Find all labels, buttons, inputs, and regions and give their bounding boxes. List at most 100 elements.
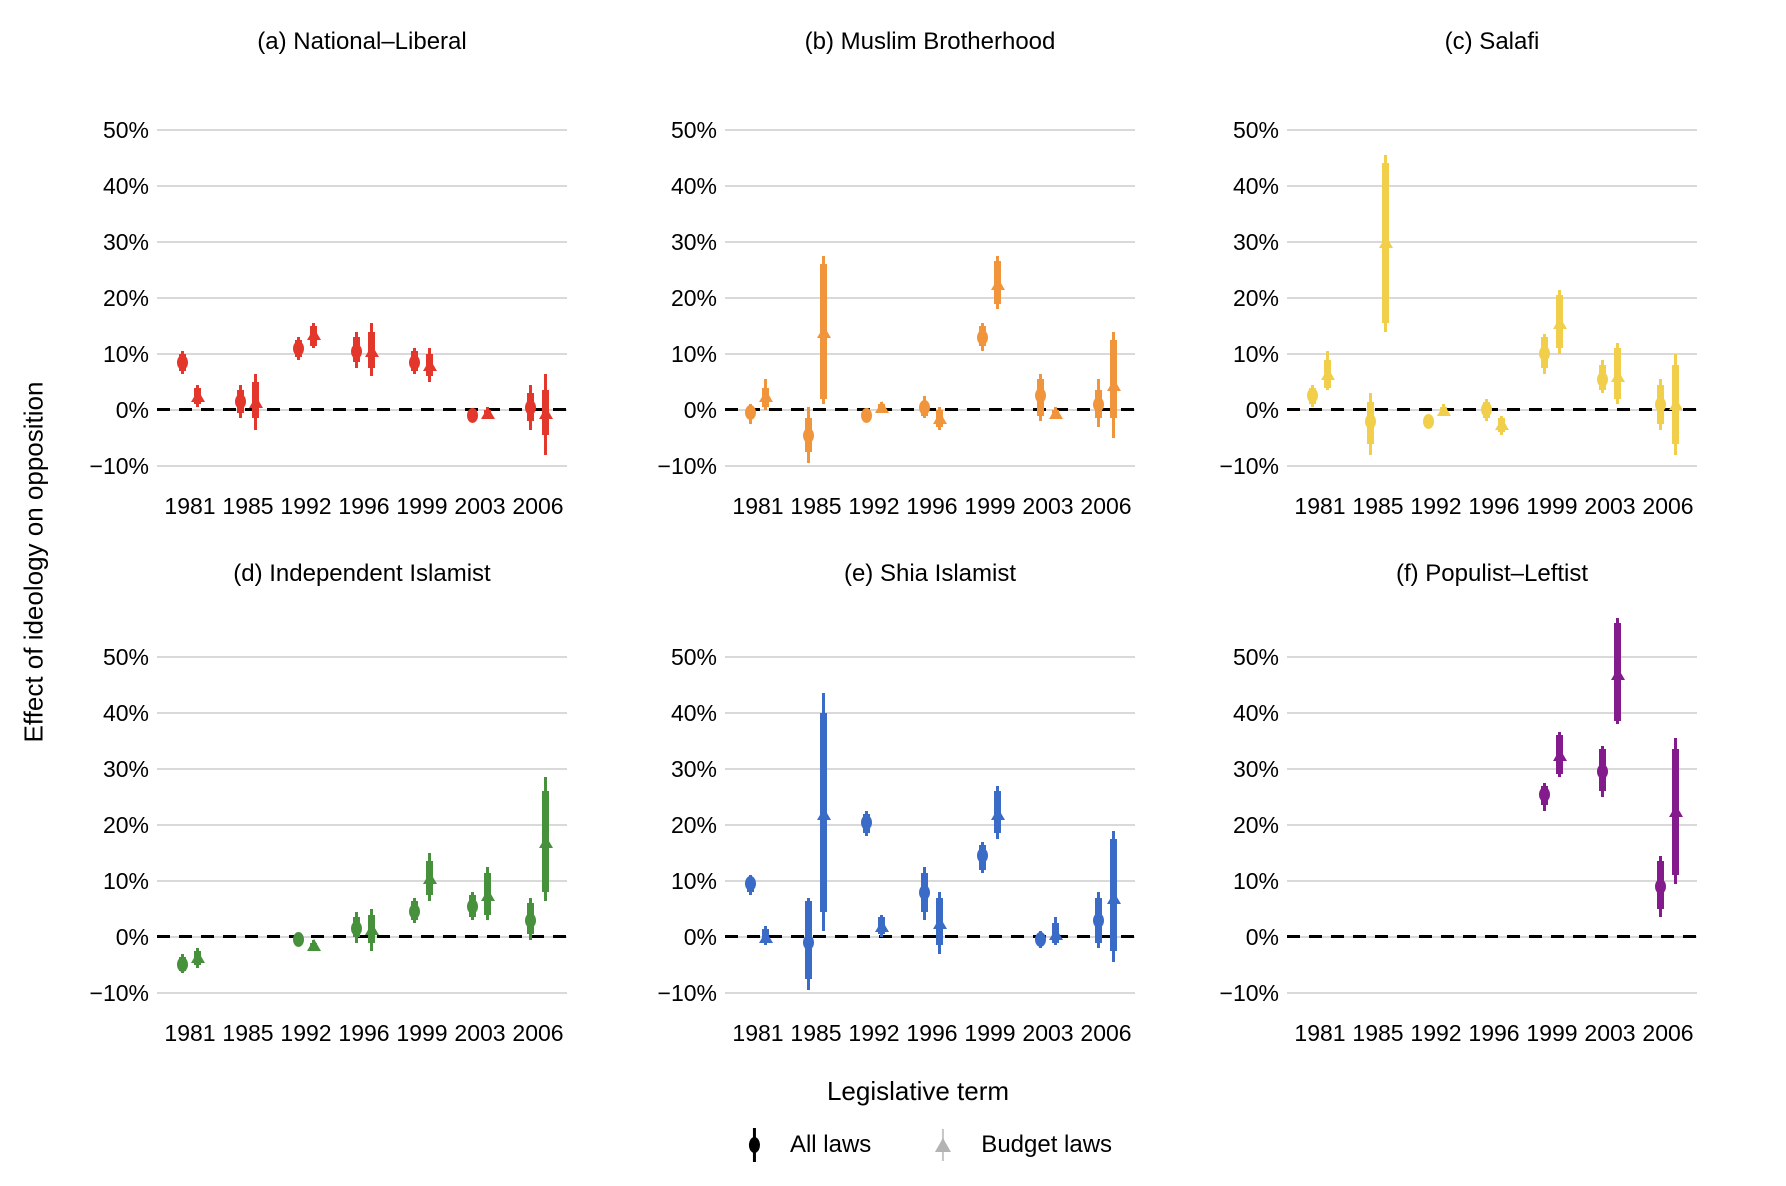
gridline bbox=[1287, 823, 1697, 826]
legend-entry-budget-laws: Budget laws bbox=[935, 1126, 1112, 1164]
triangle-marker bbox=[816, 325, 831, 338]
y-tick-label: 50% bbox=[670, 643, 717, 670]
x-tick-label: 1985 bbox=[1352, 1020, 1404, 1046]
gridline bbox=[1287, 296, 1697, 299]
triangle-marker bbox=[1610, 667, 1625, 680]
x-tick-label: 1999 bbox=[396, 1020, 448, 1046]
x-tick-label: 1985 bbox=[222, 493, 274, 519]
y-tick-label: 40% bbox=[670, 699, 717, 726]
triangle-marker bbox=[990, 277, 1005, 290]
circle-marker bbox=[803, 427, 814, 443]
x-tick-label: 2006 bbox=[1080, 493, 1132, 519]
x-tick-label: 1992 bbox=[848, 493, 900, 519]
gridline bbox=[1287, 879, 1697, 882]
gridline bbox=[1287, 240, 1697, 243]
x-tick-label: 1992 bbox=[280, 1020, 332, 1046]
panel-title: (d) Independent Islamist bbox=[233, 560, 491, 587]
gridline bbox=[725, 879, 1135, 882]
gridline bbox=[157, 184, 567, 187]
x-tick-label: 1981 bbox=[732, 1020, 784, 1046]
y-tick-label: 50% bbox=[102, 116, 149, 143]
y-tick-label: 30% bbox=[1232, 755, 1279, 782]
x-tick-label: 1996 bbox=[1468, 1020, 1520, 1046]
y-tick-label: −10% bbox=[1219, 979, 1279, 1006]
x-tick-label: 1985 bbox=[1352, 493, 1404, 519]
panel-plot-area bbox=[1287, 85, 1697, 480]
panel-plot-area bbox=[157, 85, 567, 480]
gridline bbox=[1287, 655, 1697, 658]
triangle-marker bbox=[480, 888, 495, 901]
gridline bbox=[725, 240, 1135, 243]
triangle-marker bbox=[422, 872, 437, 885]
triangle-marker bbox=[538, 406, 553, 419]
y-tick-label: 10% bbox=[670, 340, 717, 367]
y-tick-label: 0% bbox=[115, 923, 149, 950]
circle-marker bbox=[977, 848, 988, 864]
x-tick-label: 2006 bbox=[512, 493, 564, 519]
panel-title: (b) Muslim Brotherhood bbox=[804, 28, 1056, 55]
x-tick-label: 1999 bbox=[1526, 493, 1578, 519]
triangle-marker bbox=[1552, 317, 1567, 330]
x-tick-label: 1981 bbox=[164, 493, 216, 519]
x-tick-label: 2003 bbox=[454, 493, 506, 519]
y-tick-label: 40% bbox=[102, 172, 149, 199]
triangle-marker bbox=[758, 930, 773, 943]
x-tick-label: 2006 bbox=[1642, 493, 1694, 519]
triangle-marker bbox=[190, 950, 205, 963]
circle-marker bbox=[919, 399, 930, 415]
panel-plot-area bbox=[725, 612, 1135, 1007]
x-tick-label: 2003 bbox=[1584, 1020, 1636, 1046]
triangle-marker bbox=[874, 919, 889, 932]
x-tick-label: 1999 bbox=[964, 493, 1016, 519]
legend-label-budget-laws: Budget laws bbox=[981, 1131, 1113, 1158]
x-axis-title: Legislative term bbox=[826, 1076, 1010, 1106]
x-tick-label: 2003 bbox=[1022, 1020, 1074, 1046]
circle-marker bbox=[1307, 388, 1318, 404]
triangle-marker bbox=[190, 389, 205, 402]
circle-marker bbox=[1423, 413, 1434, 429]
circle-marker bbox=[1093, 396, 1104, 412]
y-tick-label: −10% bbox=[1219, 452, 1279, 479]
panel-title: (f) Populist–Leftist bbox=[1395, 560, 1589, 587]
triangle-marker bbox=[932, 412, 947, 425]
triangle-marker bbox=[1552, 748, 1567, 761]
gridline bbox=[725, 184, 1135, 187]
circle-marker bbox=[293, 932, 304, 948]
gridline bbox=[157, 296, 567, 299]
x-tick-label: 1981 bbox=[1294, 1020, 1346, 1046]
x-tick-label: 2006 bbox=[512, 1020, 564, 1046]
circle-marker bbox=[1035, 388, 1046, 404]
triangle-marker bbox=[1048, 928, 1063, 941]
circle-marker bbox=[977, 329, 988, 345]
gridline bbox=[1287, 991, 1697, 994]
y-tick-label: 10% bbox=[1232, 867, 1279, 894]
gridline bbox=[157, 240, 567, 243]
circle-marker bbox=[1597, 371, 1608, 387]
circle-marker bbox=[1597, 764, 1608, 780]
x-tick-label: 2006 bbox=[1642, 1020, 1694, 1046]
y-tick-label: −10% bbox=[89, 452, 149, 479]
panel-plot-area bbox=[725, 85, 1135, 480]
circle-marker bbox=[177, 354, 188, 370]
circle-marker bbox=[351, 921, 362, 937]
x-tick-label: 1981 bbox=[164, 1020, 216, 1046]
gridline bbox=[1287, 184, 1697, 187]
circle-marker bbox=[467, 898, 478, 914]
y-tick-label: 40% bbox=[670, 172, 717, 199]
legend-label-all-laws: All laws bbox=[789, 1131, 872, 1158]
circle-marker bbox=[177, 957, 188, 973]
y-tick-label: −10% bbox=[657, 452, 717, 479]
y-tick-label: 0% bbox=[683, 396, 717, 423]
x-tick-label: 2003 bbox=[454, 1020, 506, 1046]
triangle-marker bbox=[758, 389, 773, 402]
triangle-marker bbox=[1320, 367, 1335, 380]
y-tick-label: 10% bbox=[670, 867, 717, 894]
circle-marker bbox=[1655, 396, 1666, 412]
x-tick-label: 1992 bbox=[848, 1020, 900, 1046]
legend-entry-all-laws: All laws bbox=[748, 1126, 871, 1164]
x-tick-label: 1999 bbox=[396, 493, 448, 519]
circle-marker bbox=[861, 814, 872, 830]
x-tick-label: 1981 bbox=[1294, 493, 1346, 519]
gridline bbox=[157, 128, 567, 131]
zero-reference-line bbox=[1287, 408, 1697, 412]
